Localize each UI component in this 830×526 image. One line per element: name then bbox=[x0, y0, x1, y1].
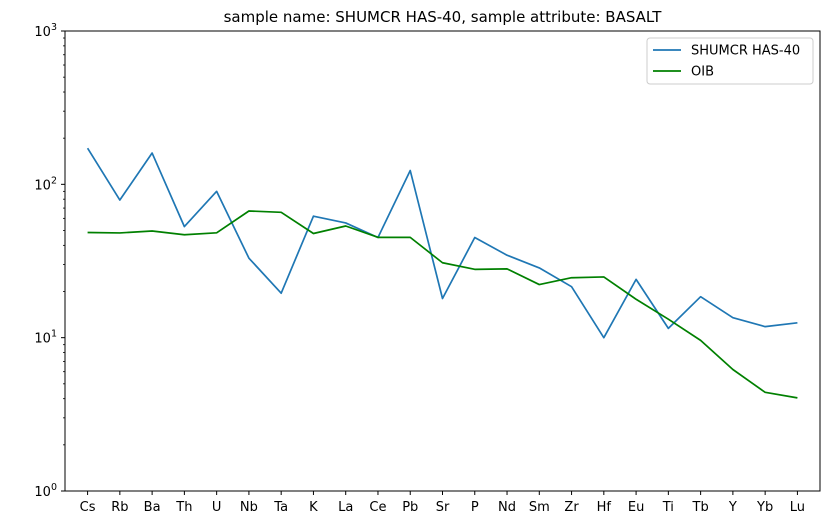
legend-label: SHUMCR HAS-40 bbox=[691, 44, 800, 59]
x-tick-label: Ta bbox=[273, 500, 288, 515]
legend-box bbox=[646, 37, 814, 85]
x-tick-label: Nd bbox=[498, 500, 516, 515]
legend-label: OIB bbox=[691, 65, 714, 80]
x-tick-label: Yb bbox=[756, 500, 773, 515]
x-tick-label: Ce bbox=[369, 500, 386, 515]
x-tick-label: Hf bbox=[597, 500, 612, 515]
x-tick-label: Y bbox=[728, 500, 737, 515]
y-tick-label: 102 bbox=[34, 175, 57, 193]
y-tick-label: 103 bbox=[34, 22, 57, 40]
x-tick-label: U bbox=[212, 500, 222, 515]
x-tick-label: Lu bbox=[790, 500, 805, 515]
chart-title: sample name: SHUMCR HAS-40, sample attri… bbox=[224, 8, 663, 26]
x-tick-label: Nb bbox=[240, 500, 258, 515]
x-tick-label: Pb bbox=[402, 500, 418, 515]
x-tick-label: La bbox=[338, 500, 353, 515]
y-tick-label: 100 bbox=[34, 482, 57, 500]
legend: SHUMCR HAS-40 OIB bbox=[646, 37, 814, 85]
x-axis: Cs Rb Ba Th U Nb Ta K La Ce Pb Sr P Nd Sm Zr Hf Eu Ti Tb Y Yb… bbox=[80, 491, 805, 515]
x-tick-label: Ba bbox=[144, 500, 161, 515]
x-tick-label: K bbox=[309, 500, 318, 515]
series-line-1 bbox=[87, 210, 798, 399]
x-tick-label: Sm bbox=[529, 500, 550, 515]
x-tick-label: Ti bbox=[662, 500, 674, 515]
x-tick-label: Cs bbox=[80, 500, 96, 515]
y-axis: 100 101 102 103 bbox=[34, 22, 65, 500]
x-tick-label: P bbox=[471, 500, 479, 515]
x-tick-label: Tb bbox=[692, 500, 709, 515]
x-tick-label: Rb bbox=[111, 500, 128, 515]
x-tick-label: Zr bbox=[564, 500, 579, 515]
series-line-0 bbox=[86, 147, 798, 339]
x-tick-label: Th bbox=[175, 500, 192, 515]
series-group bbox=[86, 147, 798, 399]
plot-area bbox=[64, 30, 821, 492]
plot-frame bbox=[64, 30, 821, 492]
x-tick-label: Sr bbox=[436, 500, 450, 515]
x-tick-label: Eu bbox=[628, 500, 644, 515]
y-tick-label: 101 bbox=[34, 329, 57, 347]
